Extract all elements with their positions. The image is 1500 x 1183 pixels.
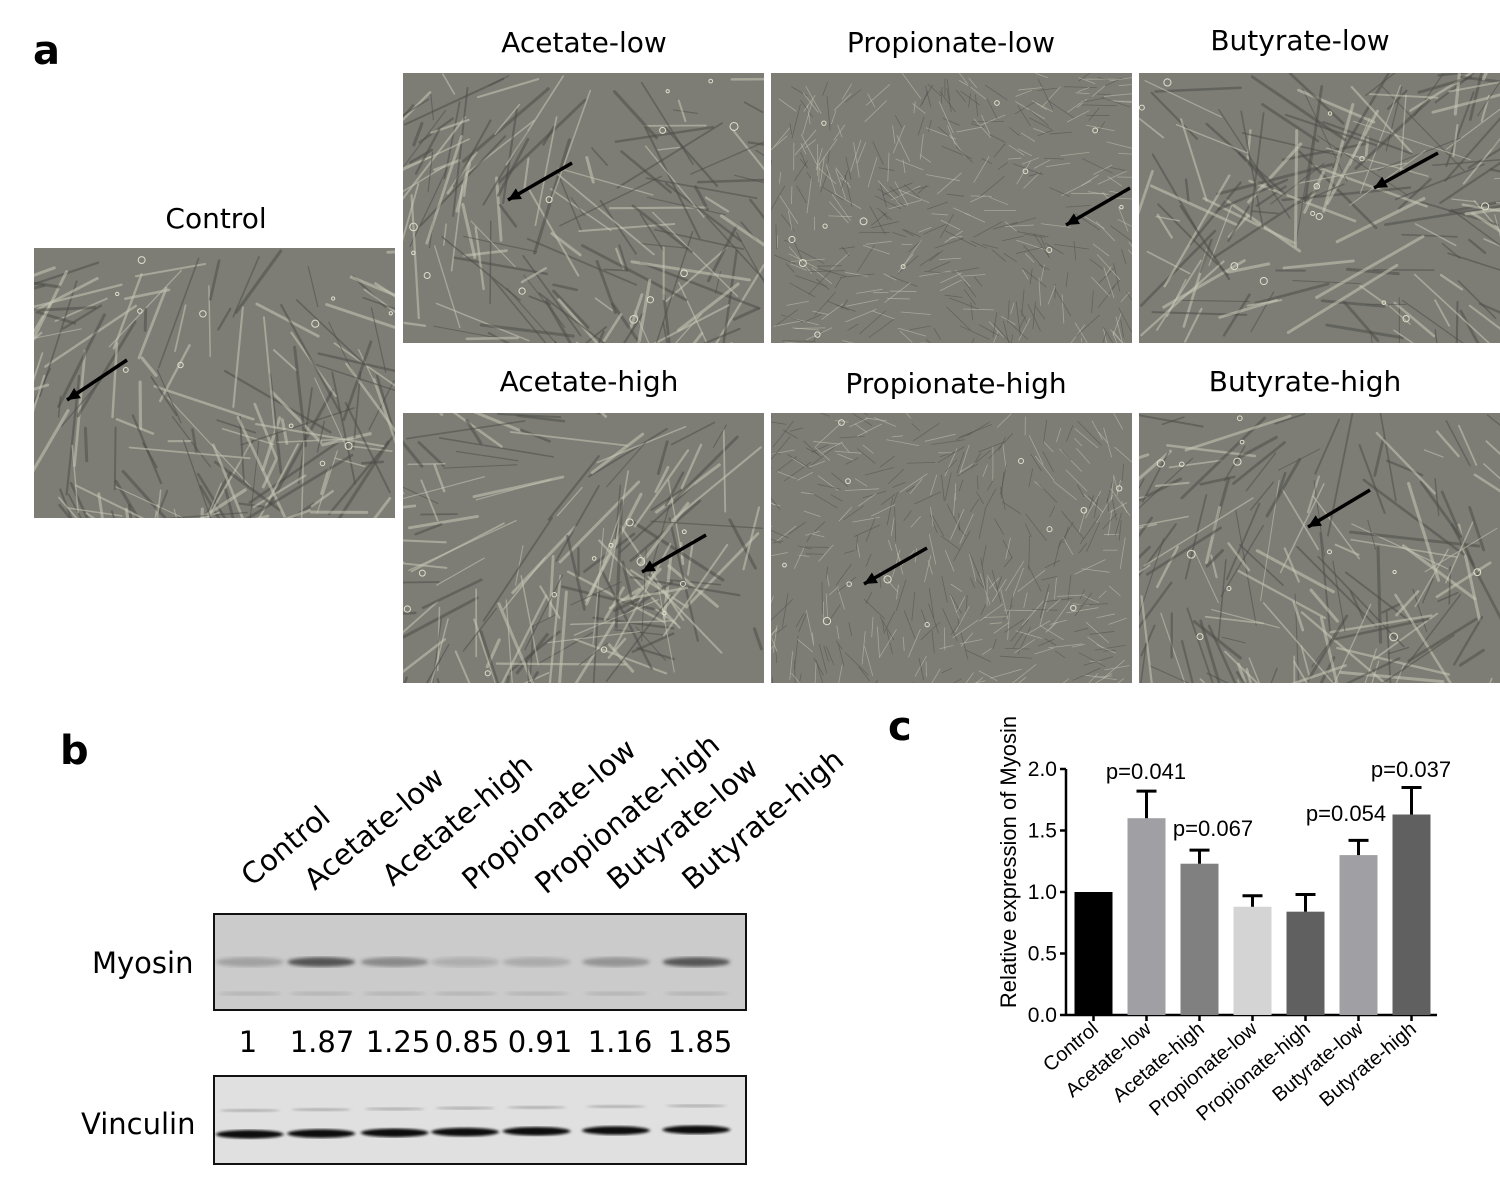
arrow-icon (863, 546, 928, 586)
x-tick-label: Butyrate-high (1315, 1018, 1420, 1111)
densitometry-ratio: 0.85 (434, 1025, 500, 1059)
densitometry-ratio: 1.16 (587, 1025, 653, 1059)
micrograph-butyrate-low (1139, 73, 1500, 343)
micrograph-propionate-high (771, 413, 1132, 683)
micrograph-label-propionate-high: Propionate-high (845, 367, 1067, 400)
vinculin-blot (213, 1075, 747, 1165)
y-tick-label: 2.0 (1028, 758, 1057, 781)
x-tick-label: Acetate-low (1062, 1018, 1157, 1102)
y-tick-label: 0.0 (1028, 1004, 1057, 1027)
vinculin-band (502, 1126, 571, 1136)
myosin-band (360, 957, 429, 967)
myosin-band (582, 957, 650, 967)
blot-name-myosin: Myosin (92, 946, 194, 980)
micrograph-acetate-high (403, 413, 764, 683)
x-tick-label: Acetate-high (1109, 1018, 1209, 1107)
p-value-annotation-butyrate-low: p=0.054 (1305, 801, 1387, 826)
micrograph-label-butyrate-high: Butyrate-high (1208, 365, 1402, 398)
bar (1286, 911, 1325, 1015)
myosin-band (287, 957, 355, 967)
bar (1127, 818, 1166, 1015)
x-tick-label: Propionate-high (1192, 1018, 1314, 1126)
micrograph-control (34, 248, 395, 518)
micrograph-butyrate-high (1139, 413, 1500, 683)
x-tick-label: Control (1039, 1018, 1103, 1076)
panel-a-letter: a (33, 28, 60, 74)
micrograph-label-propionate-low: Propionate-low (846, 26, 1056, 59)
vinculin-band (431, 1127, 499, 1137)
blot-name-vinculin: Vinculin (81, 1107, 196, 1141)
densitometry-ratio: 1 (238, 1025, 258, 1059)
micrograph-label-control: Control (165, 202, 267, 235)
arrow-icon (641, 533, 707, 574)
bar (1180, 863, 1219, 1015)
arrow-icon (1373, 151, 1439, 190)
bar (1392, 814, 1431, 1015)
panel-c-letter: c (888, 704, 912, 750)
panel-b-letter: b (60, 728, 89, 774)
x-tick-label: Propionate-low (1145, 1018, 1262, 1121)
arrow-icon (1307, 488, 1371, 529)
p-value-annotation-acetate-high: p=0.067 (1172, 816, 1254, 841)
myosin-band (502, 957, 571, 967)
myosin-band (662, 957, 731, 967)
y-axis-label: Relative expression of Myosin (996, 716, 1021, 1008)
vinculin-band (582, 1126, 650, 1135)
p-value-annotation-acetate-low: p=0.041 (1105, 759, 1187, 784)
myosin-blot (213, 913, 747, 1011)
vinculin-band (662, 1125, 731, 1135)
micrograph-label-acetate-high: Acetate-high (499, 365, 679, 398)
densitometry-ratio: 1.85 (667, 1025, 733, 1059)
bar (1233, 906, 1272, 1015)
arrow-icon (66, 358, 128, 402)
micrograph-acetate-low (403, 73, 764, 343)
micrograph-label-butyrate-low: Butyrate-low (1210, 24, 1390, 57)
x-tick-label: Butyrate-low (1268, 1018, 1368, 1107)
arrow-icon (1065, 186, 1131, 227)
micrograph-label-acetate-low: Acetate-low (501, 26, 667, 59)
micrograph-propionate-low (771, 73, 1132, 343)
y-tick-label: 0.5 (1028, 943, 1057, 966)
arrow-icon (507, 161, 573, 202)
myosin-band (431, 957, 499, 967)
vinculin-band (287, 1129, 355, 1138)
densitometry-ratio: 0.91 (507, 1025, 573, 1059)
p-value-annotation-butyrate-high: p=0.037 (1370, 757, 1452, 782)
myosin-band (215, 957, 284, 967)
y-tick-label: 1.5 (1028, 820, 1057, 843)
vinculin-band (360, 1128, 429, 1138)
vinculin-band (215, 1130, 284, 1139)
densitometry-ratio: 1.87 (289, 1025, 355, 1059)
y-tick-label: 1.0 (1028, 881, 1057, 904)
bar (1339, 855, 1378, 1015)
densitometry-ratio: 1.25 (365, 1025, 431, 1059)
bar (1074, 892, 1113, 1015)
